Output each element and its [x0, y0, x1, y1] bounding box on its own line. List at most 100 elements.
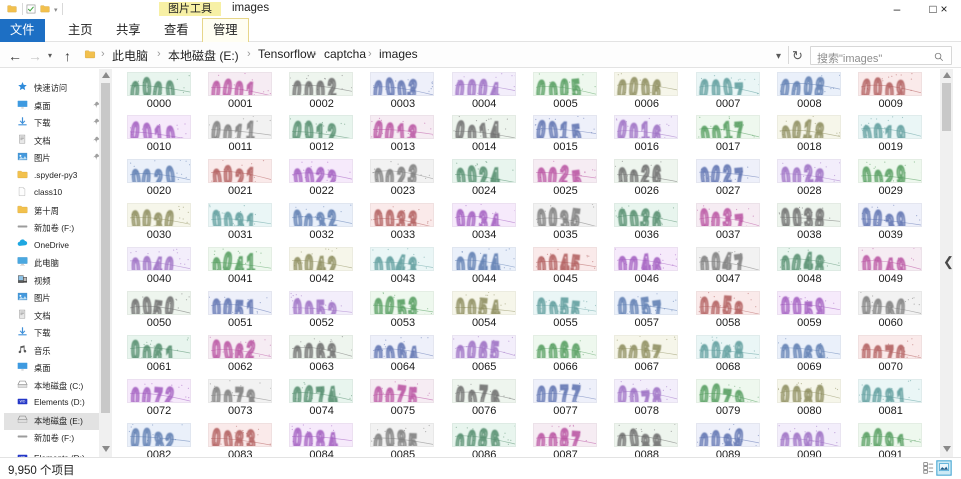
svg-text:0: 0: [456, 341, 464, 359]
svg-text:0: 0: [535, 75, 546, 96]
svg-text:0: 0: [874, 252, 883, 271]
svg-text:0: 0: [397, 76, 408, 96]
svg-text:0: 0: [711, 426, 720, 447]
svg-text:0: 0: [815, 427, 824, 447]
svg-text:2: 2: [723, 161, 732, 184]
svg-text:0: 0: [629, 295, 640, 315]
svg-text:1: 1: [316, 120, 325, 140]
svg-text:0: 0: [222, 337, 234, 359]
svg-text:0: 0: [224, 161, 232, 183]
svg-text:0: 0: [560, 74, 569, 95]
svg-text:8: 8: [316, 426, 325, 447]
svg-text:3: 3: [396, 207, 406, 228]
svg-text:4: 4: [491, 117, 499, 139]
svg-text:7: 7: [395, 380, 407, 403]
svg-text:2: 2: [163, 428, 174, 447]
svg-text:0: 0: [790, 250, 802, 271]
svg-text:8: 8: [153, 427, 165, 447]
svg-text:0: 0: [698, 428, 709, 447]
svg-text:0: 0: [131, 336, 139, 359]
svg-text:0: 0: [210, 76, 221, 95]
svg-text:5: 5: [570, 204, 582, 227]
svg-text:0: 0: [467, 295, 475, 315]
svg-text:0: 0: [130, 383, 139, 403]
svg-text:0: 0: [384, 292, 395, 315]
svg-text:5: 5: [477, 293, 488, 315]
svg-text:4: 4: [409, 342, 420, 359]
svg-text:9: 9: [732, 424, 744, 447]
svg-text:5: 5: [489, 336, 499, 358]
svg-text:0: 0: [142, 424, 151, 447]
svg-text:9: 9: [734, 386, 746, 403]
svg-text:1: 1: [245, 77, 256, 96]
svg-text:2: 2: [398, 163, 406, 183]
svg-text:0: 0: [222, 294, 232, 315]
svg-text:5: 5: [570, 250, 581, 271]
svg-text:2: 2: [327, 298, 339, 315]
svg-text:0: 0: [711, 75, 720, 96]
svg-text:3: 3: [407, 120, 418, 139]
svg-text:0: 0: [793, 164, 801, 183]
svg-text:0: 0: [163, 252, 174, 271]
svg-text:0: 0: [862, 163, 873, 184]
svg-text:7: 7: [652, 296, 664, 315]
svg-text:7: 7: [152, 382, 163, 402]
svg-text:8: 8: [234, 426, 244, 447]
svg-text:0: 0: [212, 295, 221, 315]
svg-text:0: 0: [779, 428, 790, 447]
svg-text:0: 0: [386, 206, 395, 227]
svg-text:0: 0: [385, 252, 396, 271]
svg-text:0: 0: [386, 341, 396, 359]
svg-text:0: 0: [293, 253, 303, 271]
svg-text:0: 0: [628, 252, 639, 271]
svg-text:3: 3: [885, 210, 897, 228]
svg-text:1: 1: [397, 119, 407, 139]
svg-text:5: 5: [151, 296, 163, 315]
svg-text:0: 0: [536, 381, 546, 402]
svg-text:0: 0: [630, 384, 640, 403]
svg-text:7: 7: [885, 341, 894, 359]
svg-text:1: 1: [642, 118, 650, 140]
svg-text:0: 0: [895, 294, 905, 315]
svg-text:0: 0: [304, 117, 314, 139]
svg-text:0: 0: [792, 339, 803, 359]
svg-text:5: 5: [804, 297, 813, 315]
svg-text:0: 0: [699, 122, 711, 140]
svg-text:4: 4: [560, 250, 569, 271]
svg-text:0: 0: [131, 254, 141, 271]
svg-text:0: 0: [455, 164, 466, 183]
svg-text:0: 0: [874, 119, 884, 139]
svg-text:0: 0: [629, 206, 640, 227]
svg-text:1: 1: [246, 295, 255, 315]
svg-text:0: 0: [548, 250, 558, 271]
svg-text:0: 0: [140, 165, 151, 183]
svg-text:0: 0: [385, 73, 396, 96]
svg-text:0: 0: [803, 73, 813, 96]
svg-text:1: 1: [896, 383, 906, 402]
svg-text:0: 0: [630, 166, 639, 184]
svg-text:0: 0: [293, 164, 305, 183]
svg-text:0: 0: [709, 161, 720, 183]
svg-text:0: 0: [374, 253, 384, 271]
svg-text:9: 9: [815, 340, 826, 359]
svg-text:5: 5: [571, 166, 583, 183]
svg-text:6: 6: [560, 337, 568, 359]
svg-text:6: 6: [152, 339, 163, 359]
svg-text:0: 0: [375, 294, 384, 315]
svg-text:0: 0: [872, 206, 883, 228]
svg-text:0: 0: [863, 292, 871, 315]
svg-text:7: 7: [721, 384, 732, 403]
svg-text:3: 3: [722, 204, 731, 227]
svg-text:0: 0: [780, 381, 790, 403]
svg-text:4: 4: [327, 381, 339, 402]
svg-text:3: 3: [640, 204, 651, 227]
svg-text:0: 0: [781, 293, 789, 315]
svg-text:5: 5: [640, 293, 652, 315]
svg-text:2: 2: [327, 120, 337, 140]
svg-text:9: 9: [897, 161, 906, 183]
svg-text:2: 2: [154, 165, 163, 183]
svg-text:5: 5: [408, 383, 418, 403]
svg-text:0: 0: [548, 381, 558, 403]
svg-text:1: 1: [559, 118, 569, 140]
svg-text:9: 9: [897, 75, 905, 95]
